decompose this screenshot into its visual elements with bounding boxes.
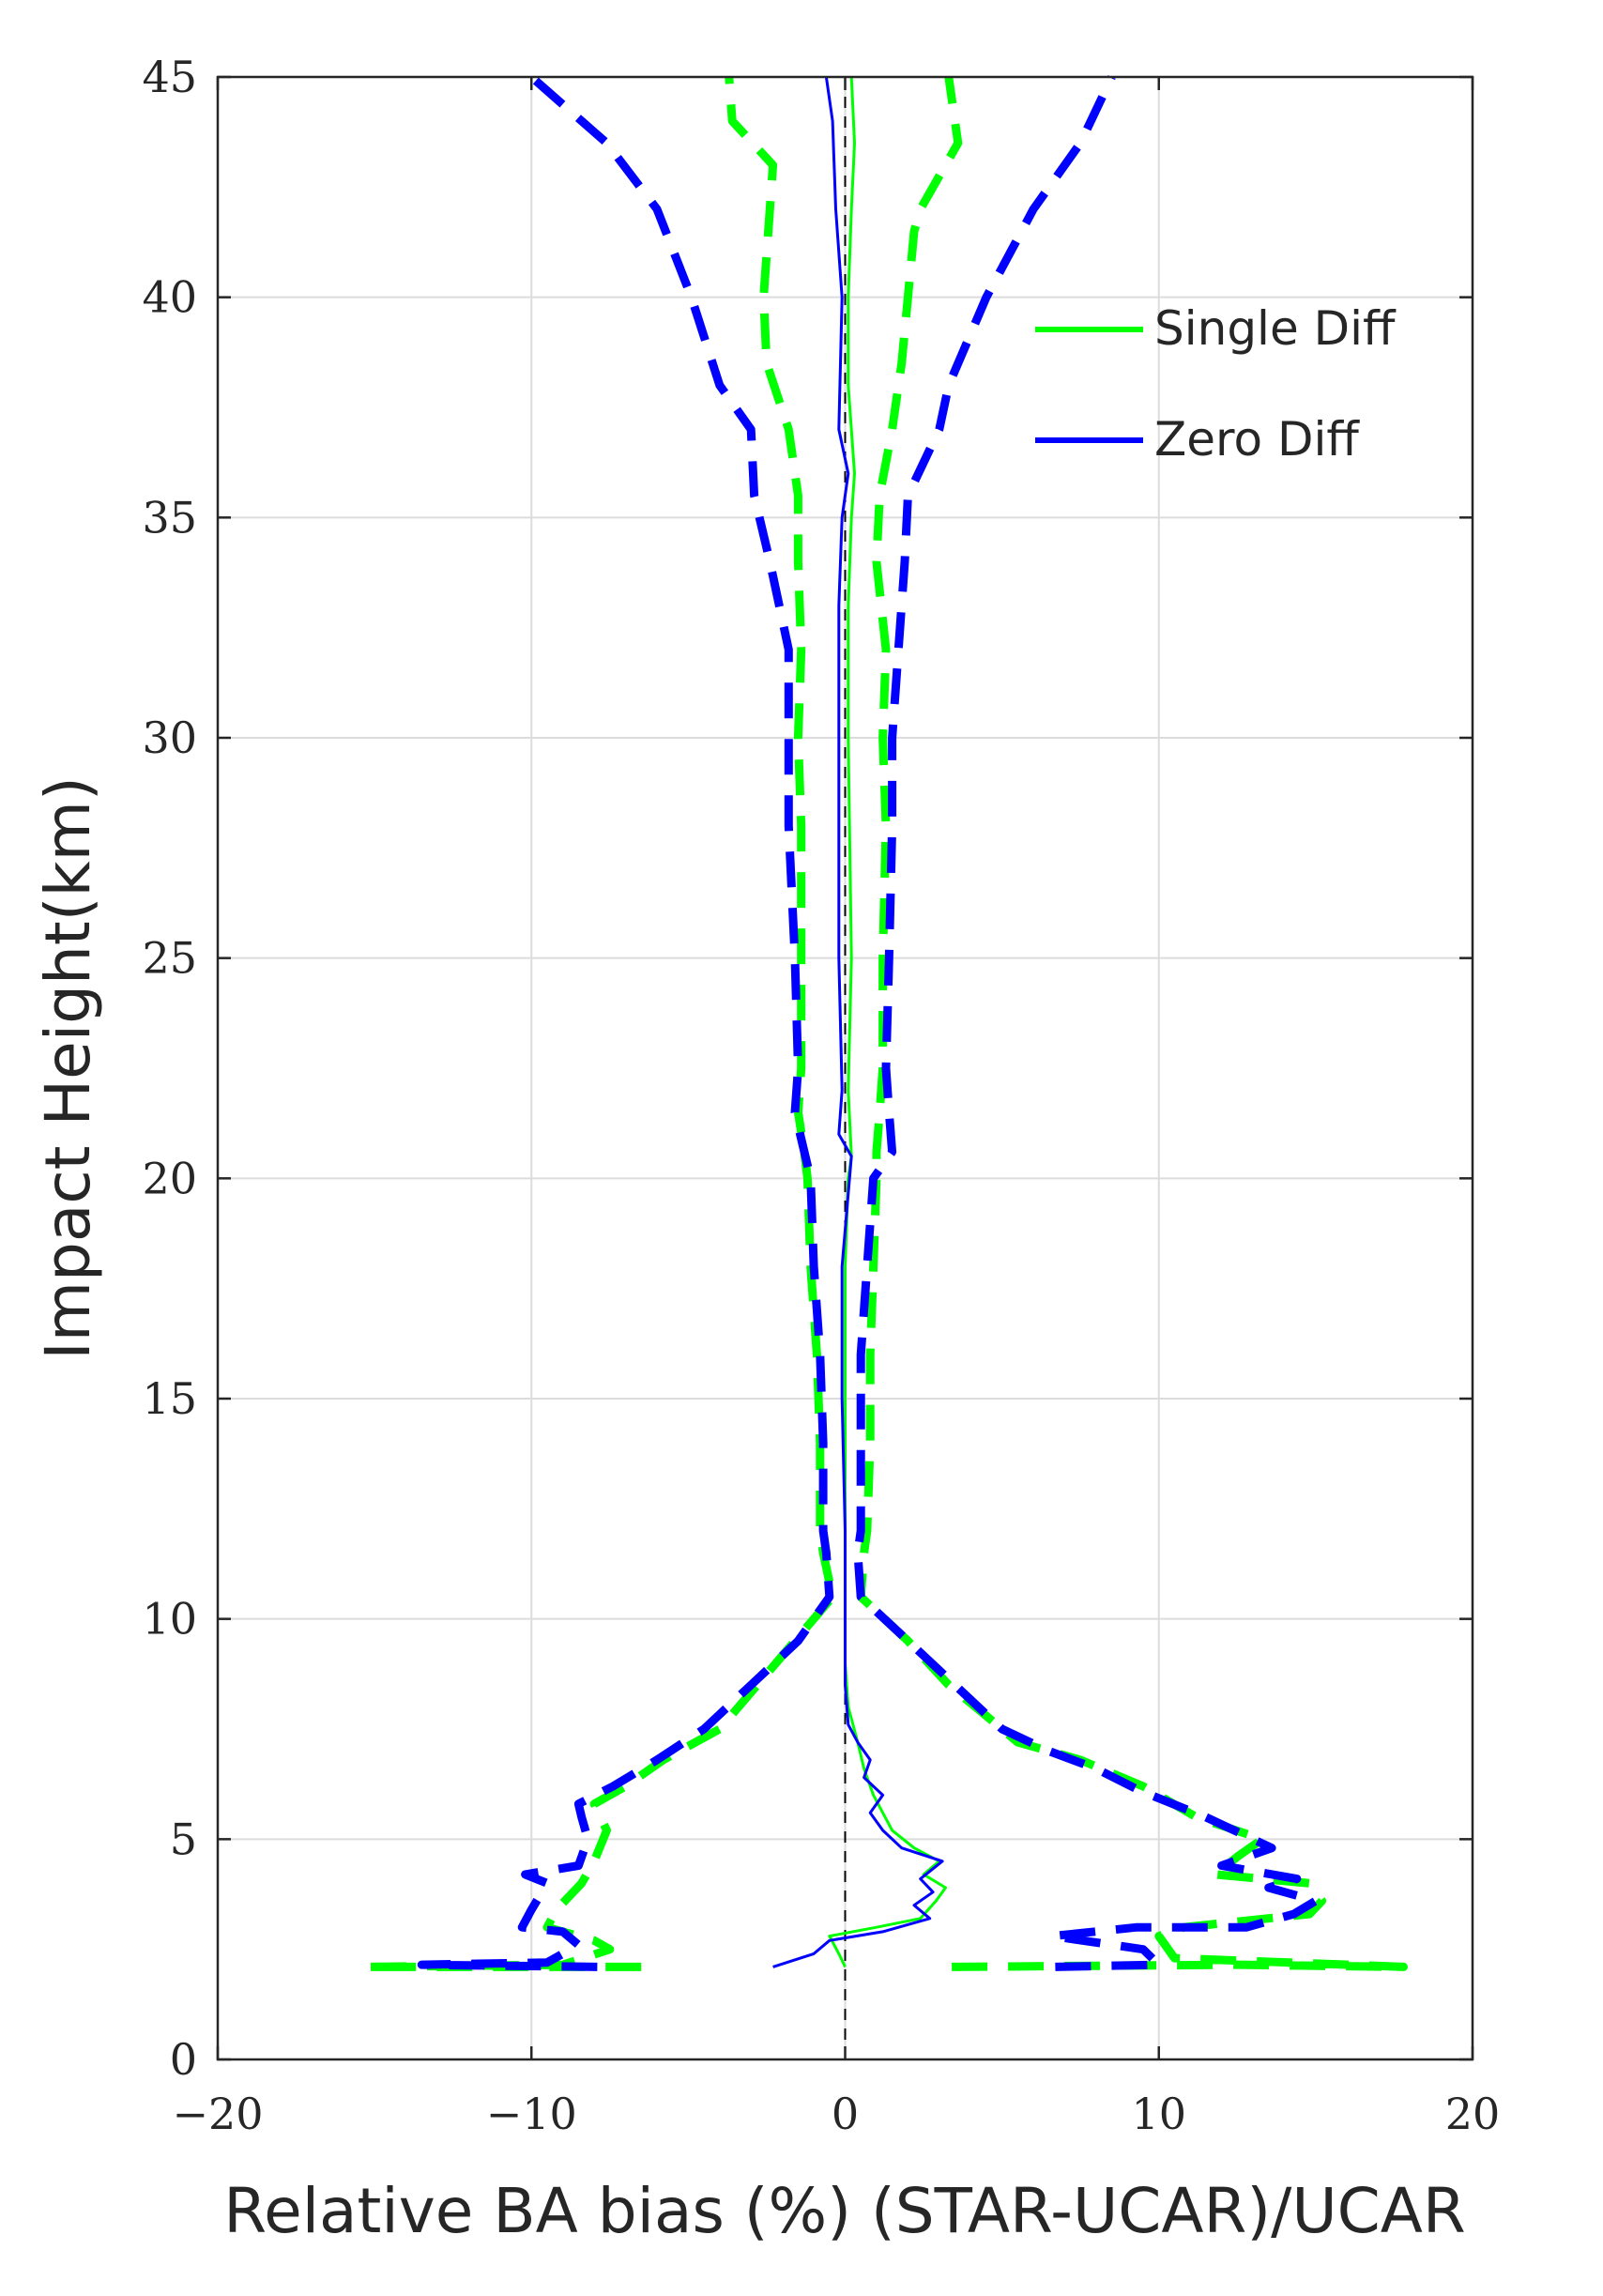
y-tick-label-7: 35 bbox=[142, 492, 197, 543]
y-tick-label-4: 20 bbox=[142, 1153, 197, 1203]
legend: Single Diff Zero Diff bbox=[1035, 301, 1397, 467]
y-tick-label-5: 25 bbox=[142, 933, 197, 984]
y-tick-label-6: 30 bbox=[142, 712, 197, 763]
y-tick-label-8: 40 bbox=[142, 272, 197, 323]
series-single-diff-spread-right bbox=[856, 76, 1408, 1971]
x-axis-label: Relative BA bias (%) (STAR-UCAR)/UCAR bbox=[223, 2175, 1466, 2247]
y-axis-label: Impact Height(km) bbox=[32, 776, 104, 1359]
x-axis-ticks: −20 −10 0 10 20 bbox=[172, 77, 1500, 2139]
series-layer bbox=[360, 73, 1408, 1971]
series-zero-diff-spread-right bbox=[853, 75, 1321, 1971]
y-tick-label-9: 45 bbox=[142, 52, 197, 102]
x-tick-label-3: 10 bbox=[1131, 2089, 1186, 2139]
y-axis-ticks: 0 5 10 15 20 25 30 35 40 45 bbox=[142, 52, 1473, 2085]
y-tick-label-2: 10 bbox=[142, 1594, 197, 1645]
y-tick-label-0: 0 bbox=[170, 2034, 197, 2085]
x-tick-label-1: −10 bbox=[486, 2089, 577, 2139]
legend-label-zero-diff: Zero Diff bbox=[1154, 412, 1360, 467]
x-tick-label-4: 20 bbox=[1445, 2089, 1501, 2139]
x-tick-label-0: −20 bbox=[172, 2089, 263, 2139]
x-tick-label-2: 0 bbox=[832, 2089, 859, 2139]
series-zero-diff bbox=[772, 76, 944, 1968]
y-tick-label-1: 5 bbox=[170, 1814, 197, 1864]
y-tick-label-3: 15 bbox=[142, 1373, 197, 1424]
series-zero-diff-spread-left bbox=[417, 73, 834, 1971]
legend-label-single-diff: Single Diff bbox=[1154, 301, 1397, 356]
